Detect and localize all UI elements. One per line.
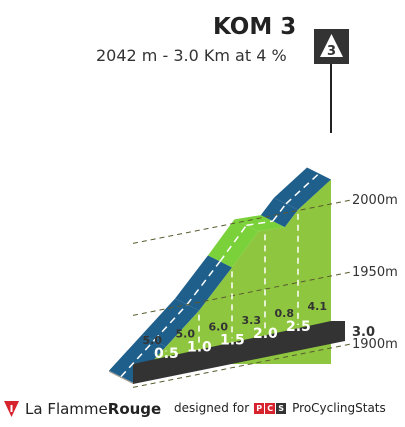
kom-category-badge: 3 — [314, 29, 349, 133]
road-centre-line — [153, 304, 188, 342]
pcs-letter-c: C — [265, 402, 276, 414]
credits: designed for P C S ProCyclingStats — [174, 401, 386, 415]
road-centre-line — [272, 203, 287, 222]
kom-badge-triangle — [320, 34, 343, 57]
brand-prefix: La Flamme — [25, 399, 108, 418]
gradient-label: 5.0 — [143, 334, 163, 347]
profile-top-face-segment — [260, 197, 298, 228]
gradient-label: 3.3 — [242, 314, 262, 327]
elevation-gridline — [132, 343, 353, 388]
gradient-label: 0.8 — [275, 307, 295, 320]
elevation-gridline — [132, 199, 353, 244]
km-tick-label: 2.5 — [286, 319, 311, 335]
provider-name: ProCyclingStats — [292, 401, 386, 415]
pcs-logo: P C S — [254, 402, 287, 414]
km-tick-label: 1.0 — [187, 339, 212, 355]
elevation-gridline — [132, 271, 353, 316]
brand-suffix: Rouge — [107, 399, 162, 418]
profile-title: KOM 3 — [213, 14, 297, 40]
pcs-letter-s: S — [276, 402, 287, 414]
profile-start-wall — [109, 370, 133, 384]
road-centre-line — [285, 173, 320, 205]
designed-for-label: designed for — [174, 401, 250, 415]
km-tick-label: 3.0 — [352, 325, 375, 340]
km-tick-label: 0.5 — [154, 346, 179, 362]
profile-subtitle: 2042 m - 3.0 Km at 4 % — [96, 46, 287, 65]
road-centre-line — [120, 340, 155, 378]
km-tick-label: 1.5 — [220, 333, 245, 349]
gradient-label: 6.0 — [209, 321, 229, 334]
road-centre-line — [186, 260, 221, 306]
profile-top-face-segment — [274, 167, 331, 210]
elevation-tick-label: 2000m — [352, 193, 398, 208]
pcs-letter-p: P — [254, 402, 265, 414]
gradient-label: 5.0 — [176, 327, 196, 340]
road-centre-line — [219, 224, 248, 262]
profile-top-face-segment — [208, 219, 259, 268]
kom-category-number: 3 — [327, 44, 336, 59]
distance-axis-band — [133, 321, 345, 384]
km-tick-label: 2.0 — [253, 326, 278, 342]
elevation-tick-label: 1950m — [352, 265, 398, 280]
elevation-tick-label: 1900m — [352, 337, 398, 352]
gradient-label: 4.1 — [308, 300, 328, 313]
la-flamme-rouge-logo: La FlammeRouge — [3, 399, 161, 418]
flag-icon — [4, 401, 19, 417]
road-centre-line — [246, 220, 273, 227]
